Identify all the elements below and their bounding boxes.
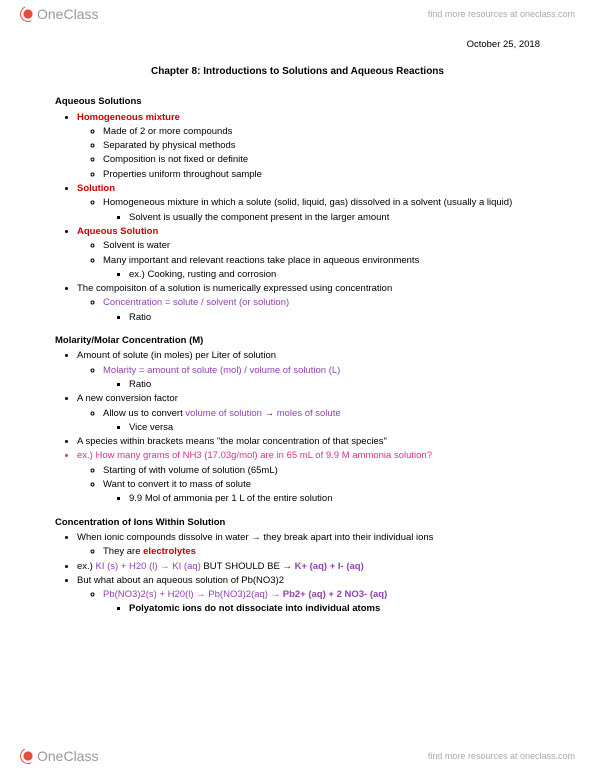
list-item: Properties uniform throughout sample [103,168,540,181]
list-item: Amount of solute (in moles) per Liter of… [77,349,540,362]
text: Allow us to convert [103,408,185,419]
list-item: Pb(NO3)2(s) + H20(l) → Pb(NO3)2(aq) → Pb… [103,588,540,616]
list-item: Ratio [129,378,540,391]
aqueous-list: Homogeneous mixture Made of 2 or more co… [55,111,540,324]
ions-list: When ionic compounds dissolve in water →… [55,531,540,616]
list-item: Molarity = amount of solute (mol) / volu… [103,364,540,392]
arrow: → [262,408,277,419]
term-electrolytes: electrolytes [143,546,196,557]
header-tagline: find more resources at oneclass.com [428,9,575,19]
equation-pbno3: Pb(NO3)2(s) + H20(l) → Pb(NO3)2(aq) → [103,589,283,600]
list-item: Solvent is usually the component present… [129,211,540,224]
logo-text: OneClass [37,6,98,22]
term-homogeneous-mixture: Homogeneous mixture [77,112,180,123]
term-volume: volume of solution [185,408,262,419]
list-item: They are electrolytes [103,545,540,558]
text: BUT SHOULD BE → [201,561,295,572]
list-item: Aqueous Solution Solvent is water Many i… [77,225,540,281]
logo-icon [20,6,36,22]
footer-tagline: find more resources at oneclass.com [428,751,575,761]
list-item: Ratio [129,311,540,324]
logo: OneClass [20,6,98,22]
list-item: Many important and relevant reactions ta… [103,254,540,267]
list-item: Composition is not fixed or definite [103,153,540,166]
text: ex.) [77,561,95,572]
list-item: Homogeneous mixture Made of 2 or more co… [77,111,540,181]
key-point: Polyatomic ions do not dissociate into i… [129,602,540,615]
equation-pbno3-ions: Pb2+ (aq) + 2 NO3- (aq) [283,589,388,600]
list-item: Made of 2 or more compounds [103,125,540,138]
list-item: A species within brackets means "the mol… [77,435,540,448]
list-item: 9.9 Mol of ammonia per 1 L of the entire… [129,492,540,505]
list-item: ex.) KI (s) + H20 (l) → KI (aq) BUT SHOU… [77,560,540,573]
list-item: Want to convert it to mass of solute [103,478,540,491]
list-item: When ionic compounds dissolve in water →… [77,531,540,544]
section-heading-molarity: Molarity/Molar Concentration (M) [55,334,540,347]
formula-molarity: Molarity = amount of solute (mol) / volu… [103,365,340,376]
example-question: ex.) How many grams of NH3 (17.03g/mol) … [77,449,540,462]
equation-ki-ions: K+ (aq) + I- (aq) [295,561,364,572]
term-moles: moles of solute [277,408,341,419]
list-item: But what about an aqueous solution of Pb… [77,574,540,587]
list-item: A new conversion factor [77,392,540,405]
page-header: OneClass find more resources at oneclass… [0,0,595,28]
list-item: Vice versa [129,421,540,434]
text: They are [103,546,143,557]
section-heading-ions: Concentration of Ions Within Solution [55,516,540,529]
page-footer: OneClass find more resources at oneclass… [0,742,595,770]
list-item: ex.) Cooking, rusting and corrosion [129,268,540,281]
term-aqueous-solution: Aqueous Solution [77,226,158,237]
logo: OneClass [20,748,98,764]
document-body: October 25, 2018 Chapter 8: Introduction… [0,28,595,657]
term-solution: Solution [77,183,115,194]
list-item: Homogeneous mixture in which a solute (s… [103,196,540,209]
list-item: Solvent is water [103,239,540,252]
document-date: October 25, 2018 [55,38,540,51]
section-heading-aqueous: Aqueous Solutions [55,95,540,108]
list-item: Concentration = solute / solvent (or sol… [103,296,540,324]
list-item: The compoisiton of a solution is numeric… [77,282,540,295]
logo-text: OneClass [37,748,98,764]
list-item: Allow us to convert volume of solution →… [103,407,540,435]
equation-ki: KI (s) + H20 (l) → KI (aq) [95,561,200,572]
document-title: Chapter 8: Introductions to Solutions an… [55,65,540,79]
logo-icon [20,748,36,764]
list-item: Separated by physical methods [103,139,540,152]
list-item: Solution Homogeneous mixture in which a … [77,182,540,224]
list-item: Starting of with volume of solution (65m… [103,464,540,477]
formula-concentration: Concentration = solute / solvent (or sol… [103,297,289,308]
molarity-list: Amount of solute (in moles) per Liter of… [55,349,540,505]
